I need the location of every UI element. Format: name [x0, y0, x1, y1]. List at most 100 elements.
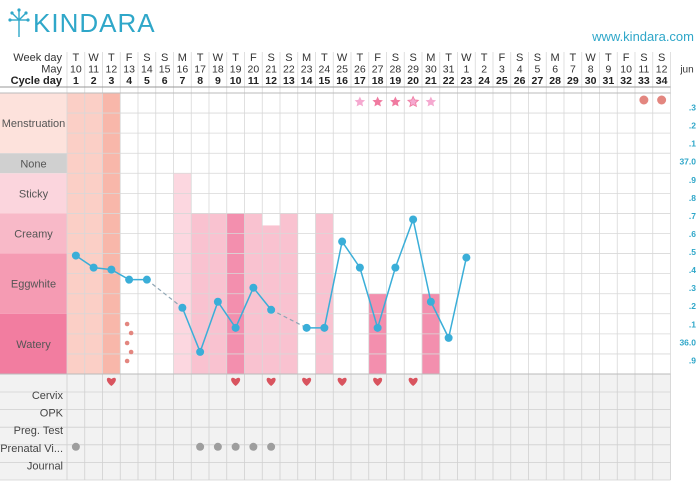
chart-labels: Menstruation None Sticky Creamy Eggwhite Wate…: [0, 52, 696, 472]
temp-axis-label: .8: [689, 193, 696, 203]
cycleday-label: 11: [248, 75, 259, 87]
temperature-series: [71, 215, 471, 356]
temp-line-segment: [252, 287, 272, 311]
cycleday-label: 29: [567, 75, 579, 87]
fluid-row-label: None: [20, 158, 46, 170]
cycleday-label: 22: [443, 75, 455, 87]
temp-point: [426, 297, 435, 306]
date-label: 8: [588, 64, 594, 76]
bottom-row-label: Journal: [27, 460, 63, 472]
prenatal-dot: [213, 442, 222, 451]
weekday-label: S: [285, 52, 292, 64]
weekday-label: M: [426, 52, 435, 64]
marker-dot: [639, 95, 649, 105]
weekday-label: T: [570, 52, 577, 64]
date-label: 29: [407, 64, 419, 76]
cycleday-label: 25: [496, 75, 508, 87]
temp-axis-label: .5: [689, 247, 696, 257]
date-label: 21: [265, 64, 277, 76]
temp-line-segment: [181, 307, 201, 353]
cycleday-label: 16: [336, 75, 348, 87]
date-label: 14: [141, 64, 153, 76]
weekday-label: W: [213, 52, 224, 64]
prenatal-dot: [196, 442, 205, 451]
temp-point: [320, 323, 329, 332]
peak-star-icon: [372, 96, 383, 107]
temp-point: [462, 253, 471, 262]
temp-point: [444, 333, 453, 342]
temp-point: [231, 323, 240, 332]
cycleday-label: 6: [162, 75, 168, 87]
temp-point: [107, 265, 116, 274]
heart-icon: [231, 377, 241, 386]
site-url-link[interactable]: www.kindara.com: [592, 29, 694, 44]
temp-line-segment: [376, 267, 397, 329]
row-band-eggwhite: [0, 253, 67, 314]
logo-text: KINDARA: [33, 7, 156, 38]
cycleday-label: 2: [91, 75, 97, 87]
date-label: 31: [443, 64, 455, 76]
date-label: 6: [552, 64, 558, 76]
bottom-row-label: Cervix: [32, 390, 64, 402]
weekday-label: T: [197, 52, 204, 64]
chart-background: [0, 93, 671, 480]
heart-icon: [337, 377, 347, 386]
weekday-label: T: [605, 52, 612, 64]
fluid-row-label: Creamy: [14, 229, 53, 241]
temp-axis-label: .2: [689, 121, 696, 131]
weekday-label: T: [321, 52, 328, 64]
heart-icon: [408, 377, 418, 386]
temp-point: [338, 237, 347, 246]
heart-icon: [373, 377, 383, 386]
temp-line-segment: [323, 241, 343, 328]
temp-point: [89, 263, 98, 272]
weekday-label: S: [161, 52, 168, 64]
date-label: 2: [481, 64, 487, 76]
weekday-label: M: [302, 52, 311, 64]
next-month-label: jun: [679, 65, 693, 76]
date-label: 11: [638, 64, 649, 76]
date-label: 28: [390, 64, 402, 76]
fluid-bar: [262, 225, 280, 374]
date-label: 15: [159, 64, 171, 76]
date-label: 19: [230, 64, 242, 76]
cycleday-label: 26: [514, 75, 526, 87]
temp-axis-label: .3: [689, 103, 696, 113]
cycleday-label: 5: [144, 75, 150, 87]
temp-axis-label: 37.0: [679, 157, 696, 167]
temp-line-segment: [146, 279, 183, 309]
cycleday-label: 23: [461, 75, 473, 87]
date-label: 10: [70, 64, 82, 76]
heart-icon: [266, 377, 276, 386]
spotting-dot: [124, 358, 130, 364]
weekday-label: T: [481, 52, 488, 64]
temp-point: [125, 275, 134, 284]
heart-icon: [106, 377, 116, 386]
cycleday-label: 1: [73, 75, 79, 87]
date-label: 5: [534, 64, 540, 76]
temp-axis-label: .9: [689, 175, 696, 185]
temp-axis-label: .7: [689, 211, 696, 221]
bottom-row-label: Prenatal Vi...: [0, 443, 63, 455]
dandelion-icon: [8, 8, 30, 37]
weekday-header: Week day: [13, 52, 62, 64]
temp-axis-label: .9: [689, 355, 696, 365]
cycleday-label: 15: [319, 75, 331, 87]
weekday-label: W: [88, 52, 99, 64]
date-label: 9: [605, 64, 611, 76]
weekday-label: F: [374, 52, 381, 64]
spotting-dot: [124, 340, 130, 346]
weekday-label: T: [445, 52, 452, 64]
fluid-row-label: Watery: [16, 339, 51, 351]
fluid-row-label: Eggwhite: [11, 279, 56, 291]
temp-line-segment: [359, 267, 379, 329]
weekday-label: S: [658, 52, 665, 64]
temp-line-segment: [447, 257, 468, 339]
weekday-label: S: [516, 52, 523, 64]
bottom-row-label: OPK: [40, 408, 64, 420]
temp-line-segment: [412, 219, 432, 302]
temp-point: [355, 263, 364, 272]
weekday-label: S: [143, 52, 150, 64]
date-label: 26: [354, 64, 366, 76]
